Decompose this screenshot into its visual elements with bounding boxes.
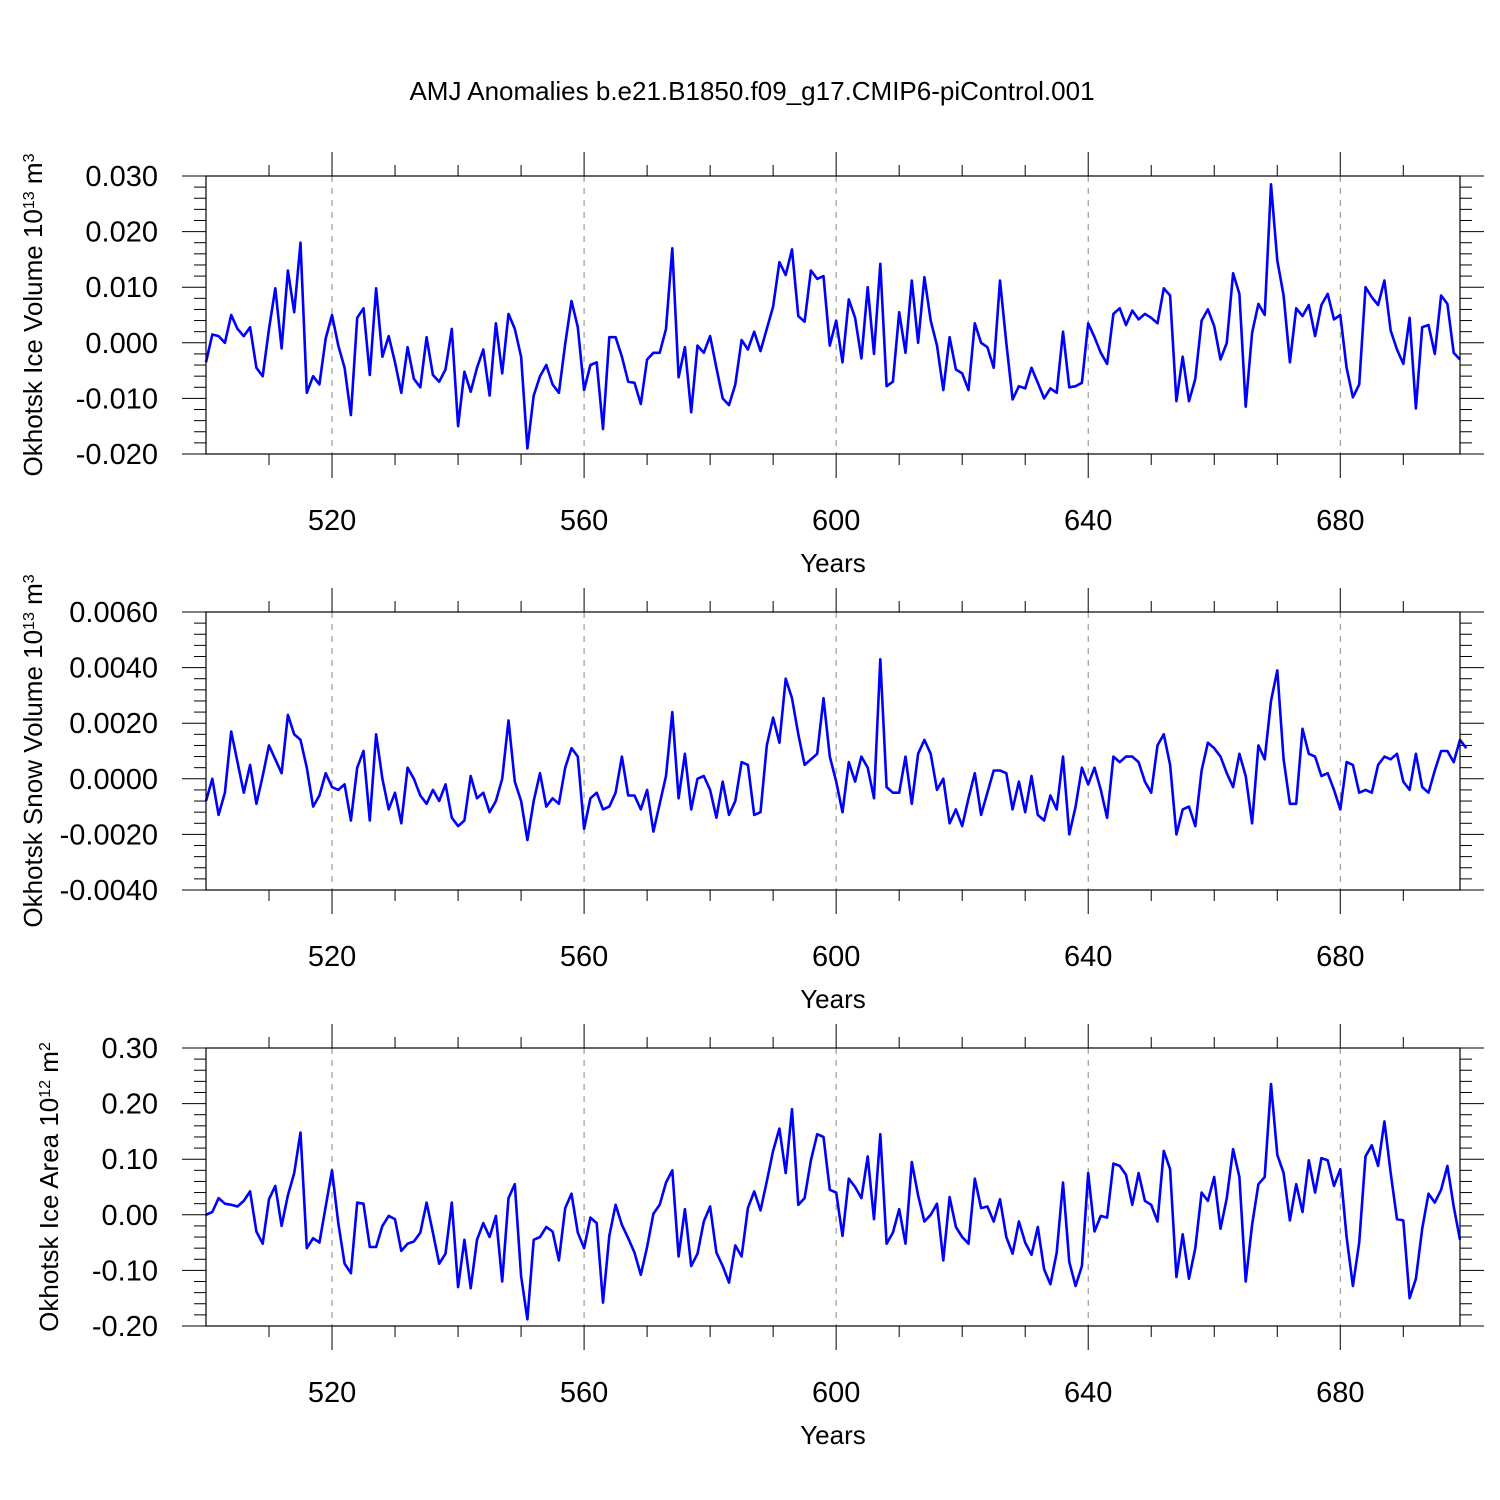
x-tick-label: 680 [1316,505,1364,537]
x-axis-label: Years [800,548,866,578]
plot-frame [205,1047,1461,1327]
y-tick-label: -0.20 [92,1311,158,1343]
y-tick-label: -0.020 [76,439,158,471]
x-axis-label: Years [800,984,866,1014]
x-tick-label: 560 [560,1377,608,1409]
y-tick-label: 0.010 [85,272,158,304]
y-axis-label: Okhotsk Ice Volume 1013 m3 [18,153,48,476]
y-axis-label: Okhotsk Snow Volume 1013 m3 [18,574,48,927]
x-tick-label: 520 [308,505,356,537]
x-tick-label: 600 [812,505,860,537]
x-tick-label: 560 [560,505,608,537]
y-tick-label: 0.030 [85,161,158,193]
y-tick-label: -0.0040 [60,875,158,907]
x-tick-label: 600 [812,1377,860,1409]
series-line [204,657,1468,842]
x-tick-label: 640 [1064,1377,1112,1409]
y-axis-label: Okhotsk Ice Area 1012 m2 [34,1042,64,1332]
y-tick-label: 0.10 [102,1144,158,1176]
x-tick-label: 680 [1316,941,1364,973]
x-tick-label: 600 [812,941,860,973]
y-tick-label: 0.020 [85,217,158,249]
series-line [204,183,1461,450]
x-tick-label: 640 [1064,505,1112,537]
panel-1: 520 560 600 640 680 -0.020 -0.010 0.000 0.010 0.0… [18,152,1484,578]
series-line [205,1082,1462,1321]
y-tick-label: -0.010 [76,383,158,415]
y-tick-label: 0.0020 [69,708,158,740]
x-tick-label: 560 [560,941,608,973]
x-tick-label: 520 [308,941,356,973]
x-tick-label: 520 [308,1377,356,1409]
plot-frame [205,611,1461,891]
y-tick-label: 0.30 [102,1033,158,1065]
y-tick-label: 0.0060 [69,597,158,629]
panel-3: 520 560 600 640 680 -0.20 -0.10 0.00 0.10 0.20 0.3… [34,1024,1484,1450]
y-tick-label: 0.0000 [69,764,158,796]
y-tick-label: 0.20 [102,1089,158,1121]
x-axis-label: Years [800,1420,866,1450]
plot-frame [205,175,1461,455]
y-tick-label: 0.00 [102,1200,158,1232]
panel-2: 520 560 600 640 680 -0.0040 -0.0020 0.0000 0.002… [18,574,1484,1014]
x-tick-label: 680 [1316,1377,1364,1409]
y-tick-label: 0.000 [85,328,158,360]
x-tick-label: 640 [1064,941,1112,973]
figure-title: AMJ Anomalies b.e21.B1850.f09_g17.CMIP6-… [409,76,1094,106]
y-tick-label: -0.10 [92,1255,158,1287]
y-tick-label: 0.0040 [69,653,158,685]
y-tick-label: -0.0020 [60,819,158,851]
